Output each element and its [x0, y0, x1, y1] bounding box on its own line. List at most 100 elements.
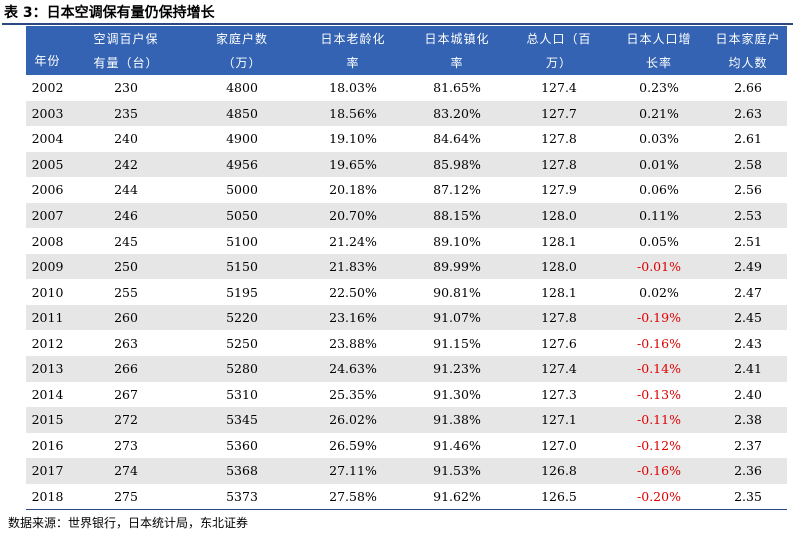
- table-cell: 2016: [31, 437, 64, 453]
- table-cell: -0.13%: [637, 386, 681, 402]
- table-cell: 0.11%: [639, 208, 679, 223]
- table-cell: 2009: [31, 259, 64, 275]
- table-cell: 2.58: [734, 156, 762, 172]
- table-cell: 5360: [226, 437, 258, 453]
- table-cell: 19.10%: [329, 131, 377, 147]
- table-cell: 2.61: [734, 131, 762, 147]
- header-label: 长率: [645, 55, 672, 70]
- table-cell: 272: [114, 412, 138, 428]
- table-cell: 266: [114, 361, 138, 377]
- table-row: 2017 274 5368 27.11% 91.53% 126.8 -0.16% 2.36: [26, 458, 787, 484]
- table-cell: 2.53: [734, 208, 762, 223]
- table-cell: 2.45: [734, 310, 762, 326]
- table-cell: 88.15%: [433, 208, 481, 223]
- table-cell: 23.88%: [329, 335, 377, 351]
- table-cell: -0.16%: [637, 463, 681, 479]
- table-cell: 0.05%: [639, 233, 679, 249]
- table-row: 2018 275 5373 27.58% 91.62% 126.5 -0.20% 2.35: [26, 484, 787, 511]
- header-ac-per-100: 空调百户保 有量（台）: [69, 26, 183, 75]
- table-cell: 91.07%: [433, 310, 481, 326]
- table-cell: 2.51: [734, 233, 762, 249]
- table-cell: 23.16%: [329, 310, 377, 326]
- table-body: 2002 230 4800 18.03% 81.65% 127.4 0.23% 2.66 200…: [26, 75, 787, 511]
- table-row: 2012 263 5250 23.88% 91.15% 127.6 -0.16% 2.43: [26, 330, 787, 356]
- table-cell: 2.47: [734, 284, 762, 300]
- table-row: 2010 255 5195 22.50% 90.81% 128.1 0.02% 2.47: [26, 279, 787, 305]
- table-cell: 127.0: [541, 437, 577, 453]
- table-cell: 91.62%: [433, 489, 481, 505]
- table-cell: 127.9: [541, 182, 577, 198]
- table-cell: 18.56%: [329, 105, 377, 121]
- table-cell: 127.4: [541, 80, 577, 96]
- table-row: 2011 260 5220 23.16% 91.07% 127.8 -0.19% 2.45: [26, 304, 787, 331]
- table-cell: 2002: [31, 80, 64, 96]
- table-cell: 2004: [31, 131, 64, 147]
- table-cell: 260: [114, 310, 138, 326]
- table-cell: 274: [114, 463, 138, 479]
- table-cell: 5345: [226, 412, 258, 428]
- table-cell: 21.83%: [329, 259, 377, 275]
- header-label: 日本家庭户: [715, 31, 781, 46]
- table-cell: 19.65%: [329, 156, 377, 172]
- source-note: 数据来源：世界银行，日本统计局，东北证券: [8, 516, 249, 530]
- header-population: 总人口（百 万）: [509, 26, 609, 75]
- header-label: 家庭户数: [215, 31, 268, 46]
- table-cell: 91.53%: [433, 463, 481, 479]
- header-aging-rate: 日本老龄化 率: [301, 26, 405, 75]
- table-cell: 2007: [31, 208, 64, 223]
- table-row: 2007 246 5050 20.70% 88.15% 128.0 0.11% 2.53: [26, 202, 787, 229]
- table-cell: 2017: [31, 463, 64, 479]
- table-cell: 128.1: [541, 284, 577, 300]
- table-cell: -0.20%: [637, 489, 681, 505]
- table-cell: 127.3: [541, 386, 577, 402]
- header-urbanization-rate: 日本城镇化 率: [405, 26, 509, 75]
- table-cell: 5000: [226, 182, 258, 198]
- table-cell: 2.41: [734, 361, 762, 377]
- table-cell: 0.01%: [639, 156, 679, 172]
- header-label: 率: [450, 55, 464, 70]
- table-cell: 90.81%: [433, 284, 481, 300]
- header-label: 均人数: [728, 55, 768, 70]
- table-cell: 246: [114, 208, 138, 223]
- table-cell: 22.50%: [329, 284, 377, 300]
- table-cell: 2.35: [734, 489, 762, 505]
- table-row: 2016 273 5360 26.59% 91.46% 127.0 -0.12% 2.37: [26, 433, 787, 459]
- header-label: 有量（台）: [93, 55, 159, 70]
- table-cell: -0.16%: [637, 335, 681, 351]
- table-cell: 250: [114, 259, 138, 275]
- title-divider: [2, 23, 793, 25]
- table-row: 2004 240 4900 19.10% 84.64% 127.8 0.03% 2.61: [26, 126, 787, 152]
- table-cell: 126.8: [541, 463, 577, 479]
- table-cell: 2.40: [734, 386, 762, 402]
- table-cell: 230: [114, 80, 138, 96]
- header-label: 日本老龄化: [320, 31, 386, 46]
- table-cell: 20.70%: [329, 208, 377, 223]
- table-cell: 2013: [31, 361, 64, 377]
- table-cell: 2018: [31, 489, 64, 505]
- table-cell: 273: [114, 437, 138, 453]
- table-cell: 27.58%: [329, 489, 377, 505]
- table-cell: 0.03%: [639, 131, 679, 147]
- table-cell: 91.38%: [433, 412, 481, 428]
- header-label: 总人口（百: [526, 31, 592, 46]
- table-cell: 89.99%: [433, 259, 481, 275]
- table-cell: 81.65%: [433, 80, 481, 96]
- header-households: 家庭户数 （万）: [183, 26, 301, 75]
- table-cell: -0.19%: [637, 310, 681, 326]
- table-cell: 4850: [226, 105, 258, 121]
- table-row: 2002 230 4800 18.03% 81.65% 127.4 0.23% 2.66: [26, 75, 787, 101]
- table-cell: 235: [114, 105, 138, 121]
- table-cell: 240: [114, 131, 138, 147]
- table-cell: 128.0: [541, 259, 577, 275]
- table-row: 2005 242 4956 19.65% 85.98% 127.8 0.01% 2.58: [26, 151, 787, 178]
- table-cell: 2.38: [734, 412, 762, 428]
- table-row: 2008 245 5100 21.24% 89.10% 128.1 0.05% 2.51: [26, 228, 787, 254]
- table-cell: 4900: [226, 131, 258, 147]
- table-cell: 2.43: [734, 335, 762, 351]
- table-cell: 128.1: [541, 233, 577, 249]
- table-cell: 2.37: [734, 437, 762, 453]
- table-cell: 2.66: [734, 80, 762, 96]
- header-label: 万）: [545, 55, 572, 70]
- table-cell: 2010: [31, 284, 64, 300]
- header-year: 年份: [26, 26, 69, 75]
